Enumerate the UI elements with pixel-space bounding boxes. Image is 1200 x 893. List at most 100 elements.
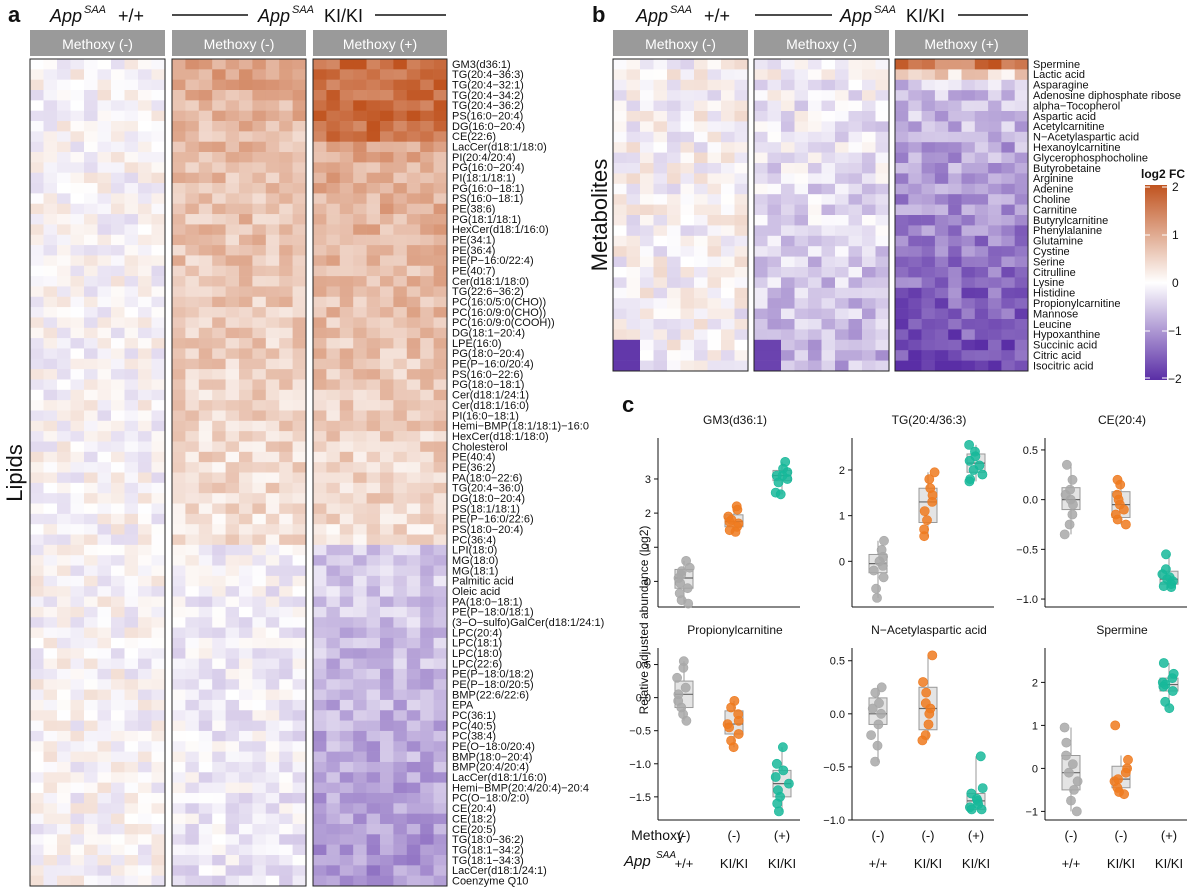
heatmap-cell: [366, 751, 381, 763]
heatmap-cell: [212, 772, 226, 783]
heatmap-cell: [734, 59, 749, 70]
heatmap-cell: [252, 389, 267, 401]
heatmap-cell: [70, 513, 85, 525]
heatmap-cell: [613, 329, 627, 341]
heatmap-cell: [292, 183, 307, 194]
heatmap-cell: [433, 472, 448, 484]
heatmap-cell: [111, 658, 125, 670]
heatmap-cell: [313, 203, 327, 215]
heatmap-cell: [239, 823, 253, 835]
heatmap-cell: [84, 59, 98, 70]
heatmap-cell: [265, 482, 280, 494]
heatmap-cell: [70, 379, 85, 391]
heatmap-cell: [667, 225, 681, 237]
heatmap-cell: [393, 875, 408, 887]
heatmap-cell: [30, 658, 44, 670]
heatmap-cell: [433, 441, 448, 453]
heatmap-cell: [974, 235, 989, 247]
heatmap-cell: [172, 224, 186, 236]
heatmap-cell: [124, 503, 139, 515]
boxplot-y-tick-label: −0.5: [629, 726, 651, 738]
heatmap-cell: [57, 699, 71, 711]
heatmap-cell: [781, 225, 795, 237]
heatmap-cell: [265, 668, 280, 680]
heatmap-cell: [1014, 267, 1029, 278]
heatmap-cell: [198, 720, 213, 732]
heatmap-cell: [380, 255, 394, 267]
heatmap-cell: [225, 606, 240, 618]
heatmap-cell: [353, 803, 367, 814]
metabolite-row-label: Butyrobetaine: [1033, 163, 1101, 175]
heatmap-cell: [988, 329, 1002, 341]
heatmap-cell: [198, 389, 213, 401]
heatmap-cell: [265, 348, 280, 360]
metabolite-row-label: N−Acetylaspartic acid: [1033, 132, 1139, 144]
heatmap-cell: [172, 369, 186, 380]
heatmap-cell: [212, 79, 226, 91]
boxplot-point: [772, 798, 783, 809]
heatmap-cell: [225, 513, 240, 525]
heatmap-cell: [406, 534, 421, 546]
metabolite-row-label: Choline: [1033, 194, 1070, 206]
heatmap-cell: [30, 720, 44, 732]
heatmap-cell: [433, 761, 448, 773]
heatmap-cell: [292, 617, 307, 628]
heatmap-cell: [921, 163, 936, 174]
heatmap-cell: [279, 854, 293, 866]
heatmap-cell: [57, 441, 71, 453]
heatmap-cell: [172, 441, 186, 453]
panel-b-genotype-ki: KI/KI: [906, 6, 945, 26]
lipid-row-label: PE(34:1): [452, 235, 495, 247]
heatmap-cell: [366, 679, 381, 690]
heatmap-cell: [70, 823, 85, 835]
heatmap-cell: [239, 524, 253, 535]
heatmap-cell: [895, 173, 909, 185]
heatmap-cell: [57, 420, 71, 432]
heatmap-cell: [694, 350, 708, 361]
heatmap-cell: [406, 596, 421, 608]
heatmap-cell: [185, 689, 200, 701]
heatmap-cell: [961, 360, 976, 372]
heatmap-cell: [225, 121, 240, 132]
heatmap-cell: [70, 565, 85, 577]
heatmap-cell: [111, 534, 125, 546]
boxplot-point: [778, 742, 788, 753]
heatmap-cell: [313, 431, 327, 442]
heatmap-cell: [185, 575, 200, 587]
heatmap-cell: [172, 338, 186, 349]
heatmap-cell: [212, 524, 226, 535]
heatmap-cell: [111, 637, 125, 649]
heatmap-cell: [393, 79, 408, 91]
heatmap-cell: [339, 555, 354, 566]
heatmap-cell: [212, 493, 226, 504]
heatmap-cell: [613, 225, 627, 237]
heatmap-cell: [667, 350, 681, 361]
heatmap-cell: [754, 59, 768, 70]
heatmap-cell: [848, 163, 863, 174]
heatmap-cell: [124, 214, 139, 225]
heatmap-cell: [895, 246, 909, 257]
heatmap-cell: [225, 803, 240, 814]
heatmap-cell: [124, 348, 139, 360]
heatmap-cell: [30, 245, 44, 256]
heatmap-cell: [138, 555, 152, 566]
heatmap-cell: [393, 327, 408, 339]
lipid-row-label: GM3(d36:1): [452, 59, 511, 71]
heatmap-cell: [151, 327, 166, 339]
heatmap-cell: [70, 730, 85, 742]
heatmap-cell: [326, 792, 341, 804]
heatmap-cell: [366, 565, 381, 577]
heatmap-cell: [151, 555, 166, 566]
heatmap-cell: [339, 720, 354, 732]
heatmap-cell: [821, 267, 836, 278]
heatmap-cell: [393, 224, 408, 236]
heatmap-cell: [198, 451, 213, 463]
lipid-row-label: PG(16:0−20:4): [452, 162, 524, 174]
heatmap-cell: [339, 131, 354, 142]
heatmap-cell: [707, 152, 722, 164]
heatmap-cell: [185, 193, 200, 205]
heatmap-cell: [279, 79, 293, 91]
heatmap-cell: [151, 751, 166, 763]
heatmap-cell: [326, 286, 341, 298]
